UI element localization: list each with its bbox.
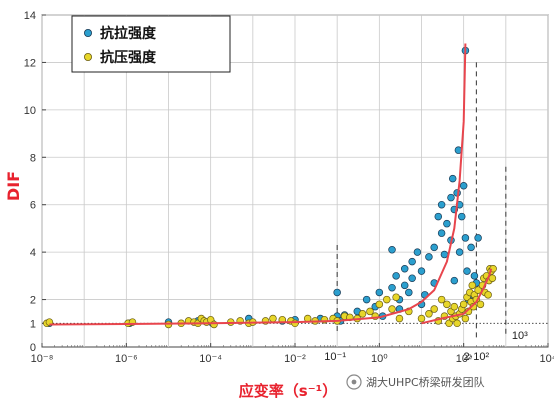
x-axis-label: 应变率（s⁻¹） xyxy=(239,382,337,400)
tensile-point xyxy=(408,257,416,266)
tensile-point xyxy=(437,200,446,209)
x-tick-label: 10⁰ xyxy=(371,353,388,365)
compressive-point xyxy=(417,314,426,323)
compressive-point xyxy=(425,310,433,318)
compressive-point xyxy=(358,310,367,318)
tensile-point xyxy=(457,212,466,221)
watermark: 湖大UHPC桥梁研发团队 xyxy=(346,374,485,390)
annotation-label: 10⁻¹ xyxy=(324,351,346,363)
compressive-point xyxy=(430,305,438,313)
tensile-point xyxy=(400,264,409,273)
tensile-point xyxy=(448,174,457,183)
tensile-point xyxy=(459,181,468,190)
y-tick-label: 4 xyxy=(30,247,36,259)
tensile-point xyxy=(440,250,449,259)
y-tick-label: 0 xyxy=(30,342,36,354)
compressive-point xyxy=(476,300,485,309)
compressive-point xyxy=(437,295,446,304)
grid xyxy=(41,14,549,347)
tensile-point xyxy=(455,248,464,256)
fit-curve xyxy=(421,268,493,325)
fit-curve xyxy=(49,43,467,326)
legend-marker-tensile xyxy=(84,28,93,37)
tensile-point xyxy=(430,243,438,252)
tensile-point xyxy=(417,267,426,275)
tensile-point xyxy=(392,272,400,280)
tensile-point xyxy=(450,276,459,285)
compressive-point xyxy=(395,314,404,323)
compressive-point xyxy=(375,300,384,309)
watermark-text: 湖大UHPC桥梁研发团队 xyxy=(366,375,485,389)
x-tick-label: 10⁴ xyxy=(540,353,554,365)
tensile-point xyxy=(434,212,443,221)
tensile-point xyxy=(388,283,396,292)
legend-label-tensile: 抗拉强度 xyxy=(100,25,157,42)
x-tick-label: 10⁻⁸ xyxy=(31,353,54,365)
tensile-point xyxy=(467,243,475,252)
y-tick-label: 6 xyxy=(30,200,36,212)
tensile-point xyxy=(470,272,479,280)
y-axis-label: DIF xyxy=(4,171,23,201)
x-tick-label: 10⁻⁶ xyxy=(115,353,138,365)
compressive-point xyxy=(453,319,461,328)
compressive-point xyxy=(443,300,451,309)
y-tick-label: 10 xyxy=(24,105,36,117)
legend-box xyxy=(71,15,231,73)
compressive-point xyxy=(388,305,396,313)
x-tick-label: 10² xyxy=(456,353,472,365)
legend-label-compressive: 抗压强度 xyxy=(100,49,157,66)
tensile-point xyxy=(443,219,451,228)
annotation-label: 2·10² xyxy=(464,351,490,363)
tensile-point xyxy=(408,274,416,282)
compressive-point xyxy=(291,319,299,328)
compressive-point xyxy=(269,314,277,323)
watermark-logo-icon xyxy=(346,374,362,390)
legend-marker-compressive xyxy=(84,53,93,62)
tensile-point xyxy=(375,288,384,297)
x-tick-label: 10⁻⁴ xyxy=(199,353,222,365)
tensile-point xyxy=(400,281,409,290)
y-tick-label: 14 xyxy=(24,10,36,22)
tensile-point xyxy=(474,234,482,242)
y-tick-label: 12 xyxy=(24,57,36,69)
annotation-label: 10³ xyxy=(512,330,528,342)
tensile-point xyxy=(388,246,396,254)
tensile-point xyxy=(437,229,446,237)
watermark-logo-dot-icon xyxy=(351,379,357,385)
tensile-point xyxy=(405,288,413,297)
compressive-point xyxy=(459,300,468,309)
tensile-point xyxy=(461,234,470,242)
compressive-point xyxy=(210,320,218,329)
y-tick-label: 8 xyxy=(30,152,36,164)
legend: 抗拉强度 抗压强度 xyxy=(71,15,231,73)
fit-curves xyxy=(49,43,493,326)
compressive-point xyxy=(484,291,492,299)
compressive-point xyxy=(468,281,477,290)
tensile-point xyxy=(463,267,471,275)
y-tick-label: 2 xyxy=(30,295,36,307)
compressive-point xyxy=(383,295,391,304)
compressive-point xyxy=(366,307,374,316)
tensile-point xyxy=(447,193,455,202)
compressive-point xyxy=(461,314,470,323)
x-axis-ticks: 10⁻⁸ 10⁻⁶ 10⁻⁴ 10⁻² 10⁰ 10² 10⁴ xyxy=(31,343,554,365)
x-tick-label: 10⁻² xyxy=(284,353,306,365)
tensile-point xyxy=(333,288,341,297)
y-tick-label: 1 xyxy=(30,318,36,330)
compressive-point xyxy=(450,302,459,311)
tensile-point xyxy=(413,248,422,256)
compressive-point xyxy=(392,293,400,301)
tensile-point xyxy=(362,295,371,304)
tensile-point xyxy=(425,253,433,261)
